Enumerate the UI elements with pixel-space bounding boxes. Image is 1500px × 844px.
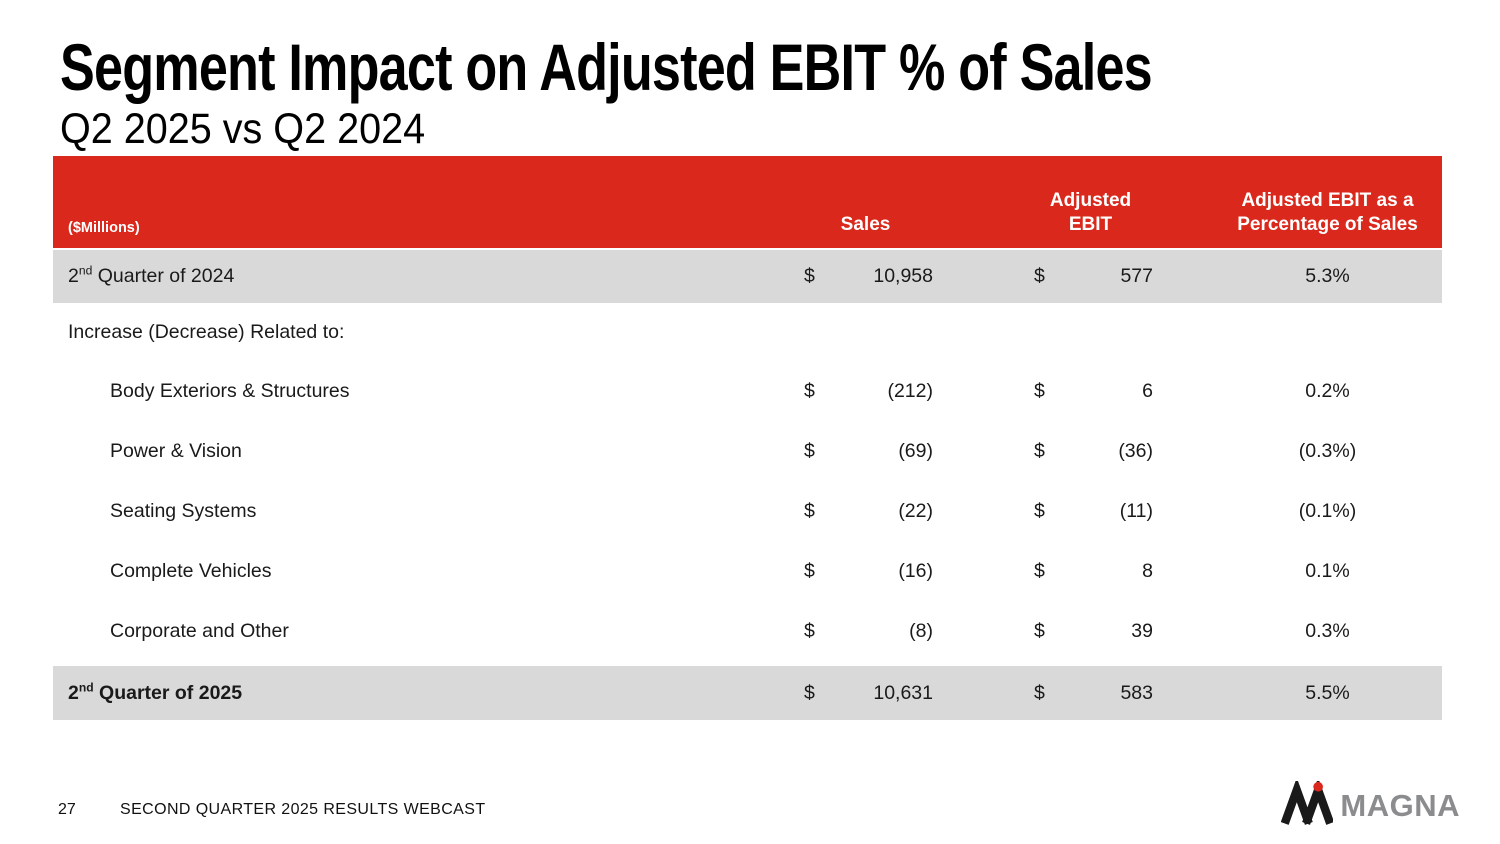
column-header-sales: Sales <box>840 214 891 236</box>
ebit-value: 8 <box>1142 559 1153 582</box>
footer: 27 SECOND QUARTER 2025 RESULTS WEBCAST <box>58 801 486 819</box>
sales-currency: $ <box>804 619 815 642</box>
sales-value: (8) <box>909 619 933 642</box>
row-label: 2nd Quarter of 2025 <box>68 680 243 704</box>
ebit-currency: $ <box>1034 619 1045 642</box>
magna-logo-text: MAGNA <box>1340 788 1460 823</box>
sales-value: 10,631 <box>873 681 933 704</box>
sales-currency: $ <box>804 499 815 522</box>
ebit-value: 6 <box>1142 379 1153 402</box>
ebit-currency: $ <box>1034 559 1045 582</box>
ebit-pct-value: 5.3% <box>1305 265 1350 287</box>
sales-value: (69) <box>898 439 933 462</box>
table-row-body-exteriors: Body Exteriors & Structures $ (212) $ 6 … <box>53 361 1442 421</box>
segment-impact-table: ($Millions) Sales Adjusted EBIT Adjusted… <box>53 156 1442 720</box>
ebit-currency: $ <box>1034 499 1045 522</box>
sales-currency: $ <box>804 265 815 287</box>
units-label: ($Millions) <box>68 220 140 236</box>
table-row-seating-systems: Seating Systems $ (22) $ (11) (0.1%) <box>53 481 1442 541</box>
row-label: Body Exteriors & Structures <box>110 379 350 402</box>
sales-value: (16) <box>898 559 933 582</box>
table-row-q2-2024: 2nd Quarter of 2024 $ 10,958 $ 577 5.3% <box>53 250 1442 303</box>
ebit-value: 577 <box>1120 265 1153 287</box>
column-header-adjusted-ebit: Adjusted EBIT <box>1049 189 1132 236</box>
ebit-value: 39 <box>1131 619 1153 642</box>
table-row-power-vision: Power & Vision $ (69) $ (36) (0.3%) <box>53 421 1442 481</box>
sales-value: (212) <box>887 379 933 402</box>
page-title: Segment Impact on Adjusted EBIT % of Sal… <box>60 30 1153 104</box>
table-row-corporate-other: Corporate and Other $ (8) $ 39 0.3% <box>53 601 1442 661</box>
row-label: Power & Vision <box>110 439 242 462</box>
page-subtitle: Q2 2025 vs Q2 2024 <box>60 105 426 153</box>
row-label: Seating Systems <box>110 499 257 522</box>
sales-currency: $ <box>804 439 815 462</box>
sales-currency: $ <box>804 681 815 704</box>
sales-value: (22) <box>898 499 933 522</box>
ebit-pct-value: 0.2% <box>1305 379 1350 402</box>
row-label: Corporate and Other <box>110 619 289 642</box>
ebit-currency: $ <box>1034 681 1045 704</box>
row-label: 2nd Quarter of 2024 <box>68 263 235 287</box>
ebit-pct-value: (0.1%) <box>1298 499 1357 522</box>
ebit-currency: $ <box>1034 439 1045 462</box>
footer-webcast-label: SECOND QUARTER 2025 RESULTS WEBCAST <box>120 801 486 818</box>
ebit-value: 583 <box>1120 681 1153 704</box>
row-label: Increase (Decrease) Related to: <box>68 320 345 343</box>
sales-currency: $ <box>804 559 815 582</box>
table-row-q2-2025: 2nd Quarter of 2025 $ 10,631 $ 583 5.5% <box>53 666 1442 720</box>
table-row-complete-vehicles: Complete Vehicles $ (16) $ 8 0.1% <box>53 541 1442 601</box>
ebit-currency: $ <box>1034 379 1045 402</box>
sales-currency: $ <box>804 379 815 402</box>
row-label: Complete Vehicles <box>110 559 272 582</box>
ebit-value: (11) <box>1119 499 1153 522</box>
ebit-pct-value: 0.3% <box>1305 619 1350 642</box>
page-number: 27 <box>58 801 76 818</box>
ebit-currency: $ <box>1034 265 1045 287</box>
column-header-ebit-percentage: Adjusted EBIT as a Percentage of Sales <box>1237 189 1418 236</box>
table-header-row: ($Millions) Sales Adjusted EBIT Adjusted… <box>53 156 1442 250</box>
ebit-pct-value: 0.1% <box>1305 559 1350 582</box>
sales-value: 10,958 <box>873 265 933 287</box>
ebit-pct-value: (0.3%) <box>1298 439 1357 462</box>
magna-logo: MAGNA <box>1281 777 1460 830</box>
table-row-section-label: Increase (Decrease) Related to: <box>53 303 1442 361</box>
ebit-value: (36) <box>1118 439 1153 462</box>
ebit-pct-value: 5.5% <box>1305 681 1350 704</box>
magna-m-icon <box>1281 777 1335 830</box>
